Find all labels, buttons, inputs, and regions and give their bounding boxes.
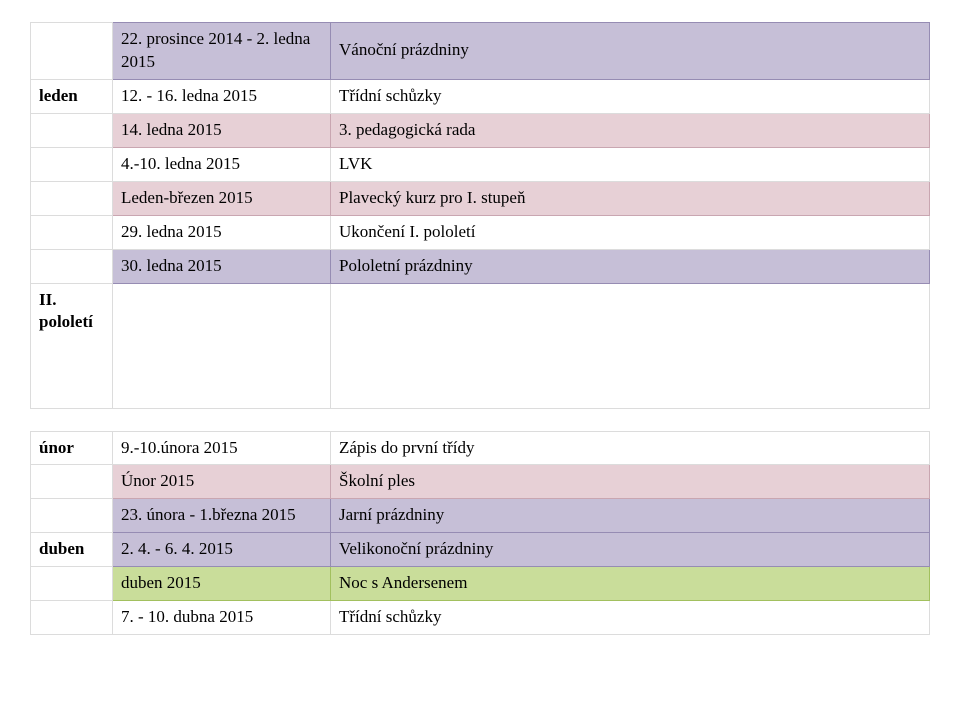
event-cell: Školní ples [331,465,930,499]
date-cell: 22. prosince 2014 - 2. ledna 2015 [113,23,331,80]
date-cell: Únor 2015 [113,465,331,499]
month-cell [31,499,113,533]
date-cell: 12. - 16. ledna 2015 [113,79,331,113]
month-cell [31,249,113,283]
event-cell: Pololetní prázdniny [331,249,930,283]
date-cell: 29. ledna 2015 [113,215,331,249]
table-row: leden12. - 16. ledna 2015Třídní schůzky [31,79,930,113]
event-cell: Třídní schůzky [331,79,930,113]
month-cell [31,181,113,215]
schedule-table: 22. prosince 2014 - 2. ledna 2015Vánoční… [30,22,930,635]
event-cell: Jarní prázdniny [331,499,930,533]
month-cell [31,215,113,249]
month-cell [31,147,113,181]
table-row: únor9.-10.února 2015Zápis do první třídy [31,431,930,465]
table-row: Leden-březen 2015Plavecký kurz pro I. st… [31,181,930,215]
month-cell: duben [31,533,113,567]
date-cell: 9.-10.února 2015 [113,431,331,465]
event-cell: Třídní schůzky [331,601,930,635]
spacer-row [31,408,930,431]
event-cell: Velikonoční prázdniny [331,533,930,567]
date-cell: 4.-10. ledna 2015 [113,147,331,181]
table-row: 14. ledna 20153. pedagogická rada [31,113,930,147]
date-cell: Leden-březen 2015 [113,181,331,215]
table-row: 23. února - 1.března 2015Jarní prázdniny [31,499,930,533]
table-row: duben2. 4. - 6. 4. 2015Velikonoční prázd… [31,533,930,567]
date-cell [113,283,331,408]
table-row: 4.-10. ledna 2015LVK [31,147,930,181]
date-cell: 30. ledna 2015 [113,249,331,283]
table-row: 30. ledna 2015Pololetní prázdniny [31,249,930,283]
month-cell: leden [31,79,113,113]
month-cell [31,567,113,601]
month-cell [31,23,113,80]
table-row: 29. ledna 2015Ukončení I. pololetí [31,215,930,249]
table-row: 22. prosince 2014 - 2. ledna 2015Vánoční… [31,23,930,80]
table-row: duben 2015Noc s Andersenem [31,567,930,601]
month-cell [31,465,113,499]
date-cell: 7. - 10. dubna 2015 [113,601,331,635]
event-cell: 3. pedagogická rada [331,113,930,147]
month-cell [31,113,113,147]
event-cell: Plavecký kurz pro I. stupeň [331,181,930,215]
table-row: 7. - 10. dubna 2015Třídní schůzky [31,601,930,635]
date-cell: 23. února - 1.března 2015 [113,499,331,533]
event-cell: Noc s Andersenem [331,567,930,601]
event-cell [331,283,930,408]
month-cell: únor [31,431,113,465]
event-cell: Zápis do první třídy [331,431,930,465]
month-cell: II. pololetí [31,283,113,408]
month-cell [31,601,113,635]
date-cell: 14. ledna 2015 [113,113,331,147]
event-cell: LVK [331,147,930,181]
date-cell: 2. 4. - 6. 4. 2015 [113,533,331,567]
table-row: II. pololetí [31,283,930,408]
date-cell: duben 2015 [113,567,331,601]
event-cell: Vánoční prázdniny [331,23,930,80]
event-cell: Ukončení I. pololetí [331,215,930,249]
table-row: Únor 2015Školní ples [31,465,930,499]
